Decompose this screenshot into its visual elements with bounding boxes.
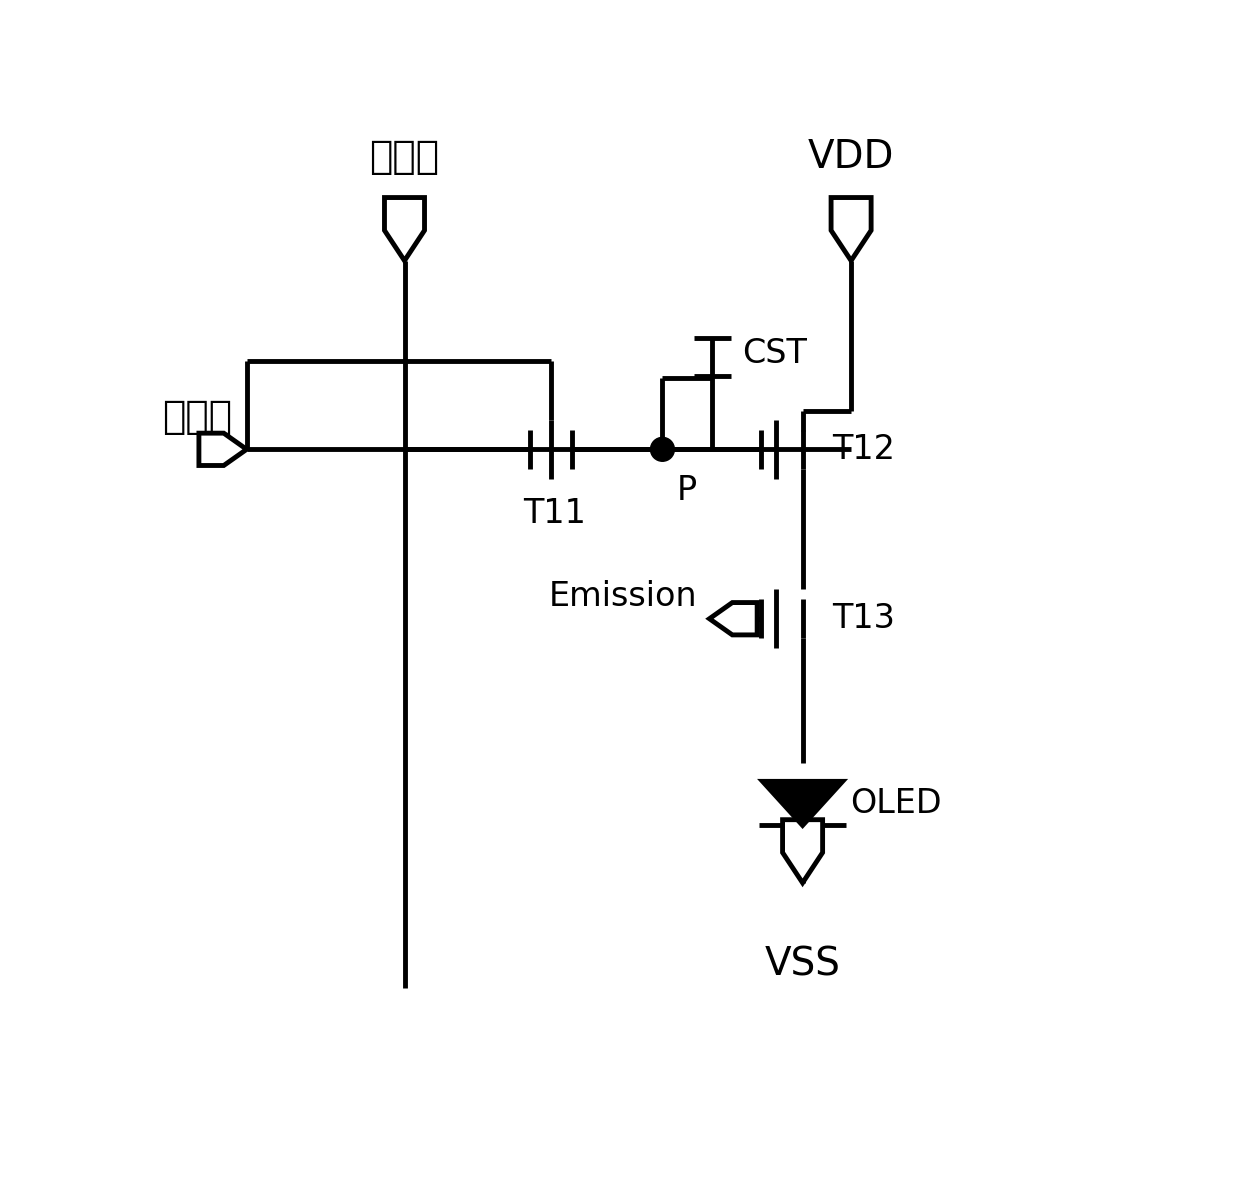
Text: T11: T11 <box>523 497 587 530</box>
Polygon shape <box>384 198 424 261</box>
Text: Emission: Emission <box>549 579 698 613</box>
Text: VSS: VSS <box>765 946 841 984</box>
Text: OLED: OLED <box>851 788 942 820</box>
Polygon shape <box>763 782 843 826</box>
Text: T12: T12 <box>832 433 895 466</box>
Text: CST: CST <box>742 336 807 370</box>
Polygon shape <box>198 433 247 466</box>
Polygon shape <box>831 198 872 261</box>
Polygon shape <box>709 602 758 634</box>
Text: 数据线: 数据线 <box>370 138 439 176</box>
Polygon shape <box>782 820 822 883</box>
Text: P: P <box>676 474 697 508</box>
Text: 扭描线: 扭描线 <box>162 397 232 436</box>
Text: T13: T13 <box>832 602 895 636</box>
Text: VDD: VDD <box>808 138 894 176</box>
Circle shape <box>651 437 675 461</box>
